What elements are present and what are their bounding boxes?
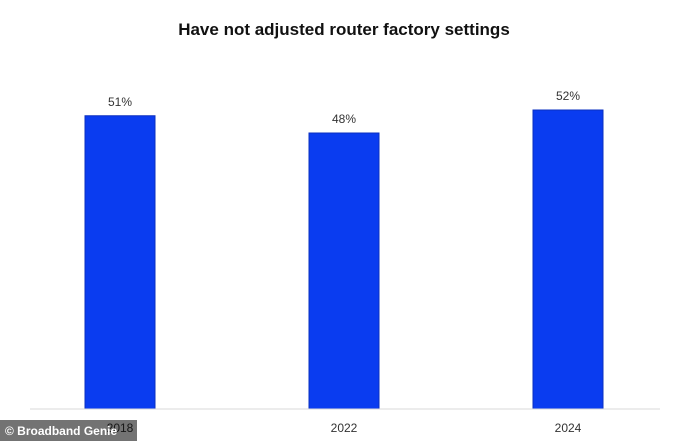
bar-2018 [84,115,156,410]
bar-2024 [532,109,604,410]
watermark-text: © Broadband Genie [5,424,118,438]
data-label-2018: 51% [108,95,132,109]
data-label-2024: 52% [556,89,580,103]
watermark-background [0,420,137,441]
chart-title: Have not adjusted router factory setting… [178,20,510,39]
bar-2022 [308,132,380,410]
watermark: © Broadband Genie [0,420,137,441]
bars-layer [84,109,604,410]
x-tick-label-2024: 2024 [555,421,582,435]
data-label-2022: 48% [332,112,356,126]
x-tick-label-2022: 2022 [331,421,358,435]
